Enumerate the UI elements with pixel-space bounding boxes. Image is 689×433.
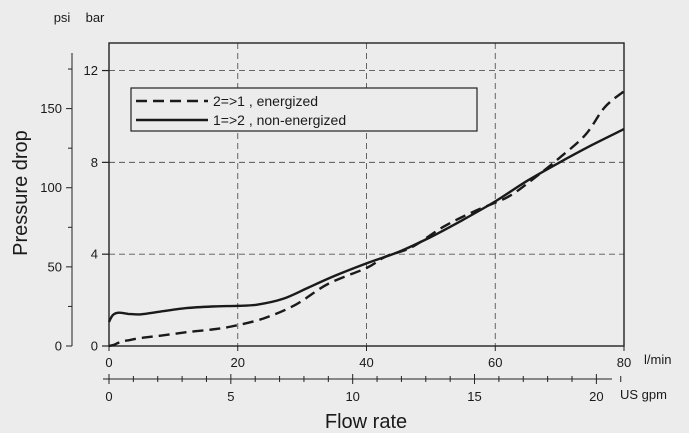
gpm-tick-label: 0: [105, 389, 112, 404]
series-line-1: [108, 90, 625, 348]
series-line-2: [107, 128, 625, 323]
legend-box: [130, 87, 478, 132]
bar-tick-label: 8: [91, 155, 98, 170]
y-unit-psi: psi: [54, 10, 71, 25]
y-axis-title: Pressure drop: [10, 130, 32, 256]
series-lines: [107, 90, 625, 348]
gpm-tick-label: 15: [467, 389, 481, 404]
legend: 2=>1 , energized 1=>2 , non-energized: [130, 87, 478, 132]
psi-tick-label: 0: [55, 339, 62, 354]
x-unit-gpm: US gpm: [620, 387, 667, 402]
lmin-tick-label: 60: [488, 355, 502, 370]
axes: 0 4 8 12 0 50 100 150 0 20 40 60 80 0 5 10 15 20: [40, 53, 631, 404]
bar-tick-label: 0: [91, 339, 98, 354]
x-unit-lmin: l/min: [644, 352, 671, 367]
y-unit-bar: bar: [86, 10, 105, 25]
lmin-tick-label: 20: [231, 355, 245, 370]
gpm-tick-label: 5: [227, 389, 234, 404]
lmin-tick-label: 0: [105, 355, 112, 370]
psi-tick-label: 50: [48, 259, 62, 274]
bar-tick-label: 4: [91, 247, 98, 262]
psi-tick-label: 100: [40, 180, 62, 195]
gpm-tick-label: 10: [345, 389, 359, 404]
legend-label-2: 1=>2 , non-energized: [213, 112, 346, 128]
psi-tick-label: 150: [40, 101, 62, 116]
lmin-tick-label: 40: [359, 355, 373, 370]
bar-tick-label: 12: [84, 63, 98, 78]
legend-label-1: 2=>1 , energized: [213, 93, 318, 109]
gpm-tick-label: 20: [589, 389, 603, 404]
x-axis-title: Flow rate: [325, 411, 407, 433]
lmin-tick-label: 80: [617, 355, 631, 370]
